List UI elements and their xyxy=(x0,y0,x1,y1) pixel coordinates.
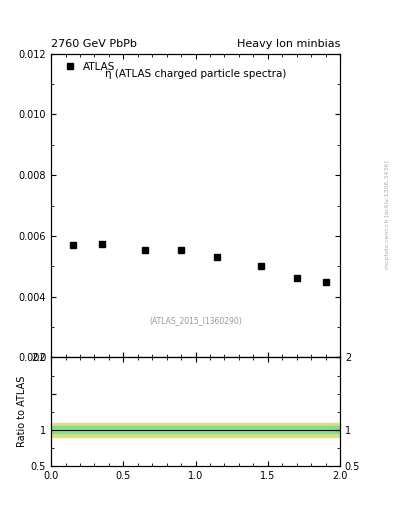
ATLAS xyxy=(323,279,328,285)
Text: (ATLAS_2015_I1360290): (ATLAS_2015_I1360290) xyxy=(149,316,242,326)
ATLAS xyxy=(179,247,184,253)
ATLAS xyxy=(143,247,147,253)
ATLAS xyxy=(70,242,75,248)
ATLAS xyxy=(99,242,104,248)
Bar xyxy=(51,426,340,433)
Text: η (ATLAS charged particle spectra): η (ATLAS charged particle spectra) xyxy=(105,69,286,79)
ATLAS xyxy=(215,254,220,260)
Bar xyxy=(51,422,340,437)
Text: Heavy Ion minbias: Heavy Ion minbias xyxy=(237,38,340,49)
ATLAS xyxy=(294,275,299,281)
Legend: ATLAS: ATLAS xyxy=(56,59,119,75)
Line: ATLAS: ATLAS xyxy=(70,242,328,285)
Text: 2760 GeV PbPb: 2760 GeV PbPb xyxy=(51,38,137,49)
Text: mcplots.cern.ch [arXiv:1306.3436]: mcplots.cern.ch [arXiv:1306.3436] xyxy=(385,161,389,269)
ATLAS xyxy=(258,263,263,269)
Y-axis label: Ratio to ATLAS: Ratio to ATLAS xyxy=(17,376,27,447)
